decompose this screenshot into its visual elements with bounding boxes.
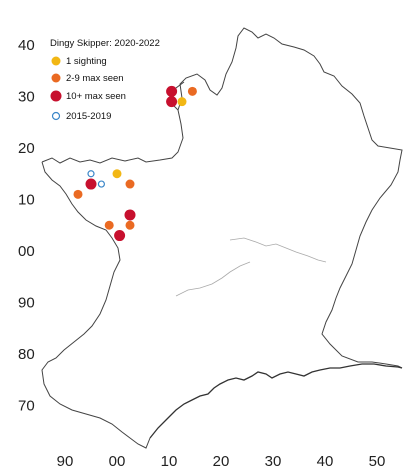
sighting-point (97, 180, 106, 188)
legend-marker-2015-2019 (51, 111, 61, 121)
x-tick-label: 20 (213, 453, 230, 470)
y-axis: 40 30 20 10 00 90 80 70 (18, 37, 35, 415)
sighting-point (73, 189, 83, 199)
inner-boundary-2 (175, 261, 251, 297)
y-tick-label: 00 (18, 243, 35, 260)
legend-entry-1: 1 sighting (51, 56, 107, 67)
x-tick-label: 10 (161, 453, 178, 470)
sighting-point (114, 230, 126, 242)
y-tick-label: 40 (18, 37, 35, 54)
x-tick-label: 90 (57, 453, 74, 470)
legend-entry-4: 2015-2019 (51, 111, 111, 122)
y-tick-label: 70 (18, 398, 35, 415)
data-points (73, 85, 197, 242)
sighting-point (124, 209, 136, 221)
legend-marker-10-plus (50, 90, 62, 102)
legend-label-1-sighting: 1 sighting (66, 56, 107, 67)
river-boundary (149, 363, 403, 439)
sighting-point (125, 179, 135, 189)
sighting-point (187, 86, 197, 96)
sighting-point (112, 169, 122, 179)
y-tick-label: 20 (18, 140, 35, 157)
sighting-point (166, 96, 178, 108)
y-tick-label: 90 (18, 295, 35, 312)
x-tick-label: 50 (369, 453, 386, 470)
sighting-point (87, 170, 95, 178)
legend: Dingy Skipper: 2020-2022 1 sighting 2-9 … (50, 38, 160, 122)
legend-label-2015-2019: 2015-2019 (66, 111, 111, 122)
legend-label-2-9: 2-9 max seen (66, 73, 124, 84)
sighting-point (125, 220, 135, 230)
sighting-point (166, 85, 178, 97)
sighting-point (104, 220, 114, 230)
y-tick-label: 30 (18, 89, 35, 106)
x-tick-label: 30 (265, 453, 282, 470)
legend-marker-2-9 (51, 73, 61, 83)
x-tick-label: 00 (109, 453, 126, 470)
sighting-point (177, 97, 187, 107)
legend-label-10-plus: 10+ max seen (66, 91, 126, 102)
legend-marker-1-sighting (51, 56, 61, 66)
county-boundary (41, 27, 403, 369)
x-tick-label: 40 (317, 453, 334, 470)
county-boundary-west (41, 161, 151, 449)
y-tick-label: 10 (18, 192, 35, 209)
legend-title: Dingy Skipper: 2020-2022 (50, 38, 160, 49)
x-axis: 90 00 10 20 30 40 50 (57, 453, 386, 470)
inner-boundary (229, 237, 327, 263)
legend-entry-2: 2-9 max seen (51, 73, 124, 84)
y-tick-label: 80 (18, 346, 35, 363)
legend-entry-3: 10+ max seen (50, 90, 126, 102)
sighting-point (85, 178, 97, 190)
